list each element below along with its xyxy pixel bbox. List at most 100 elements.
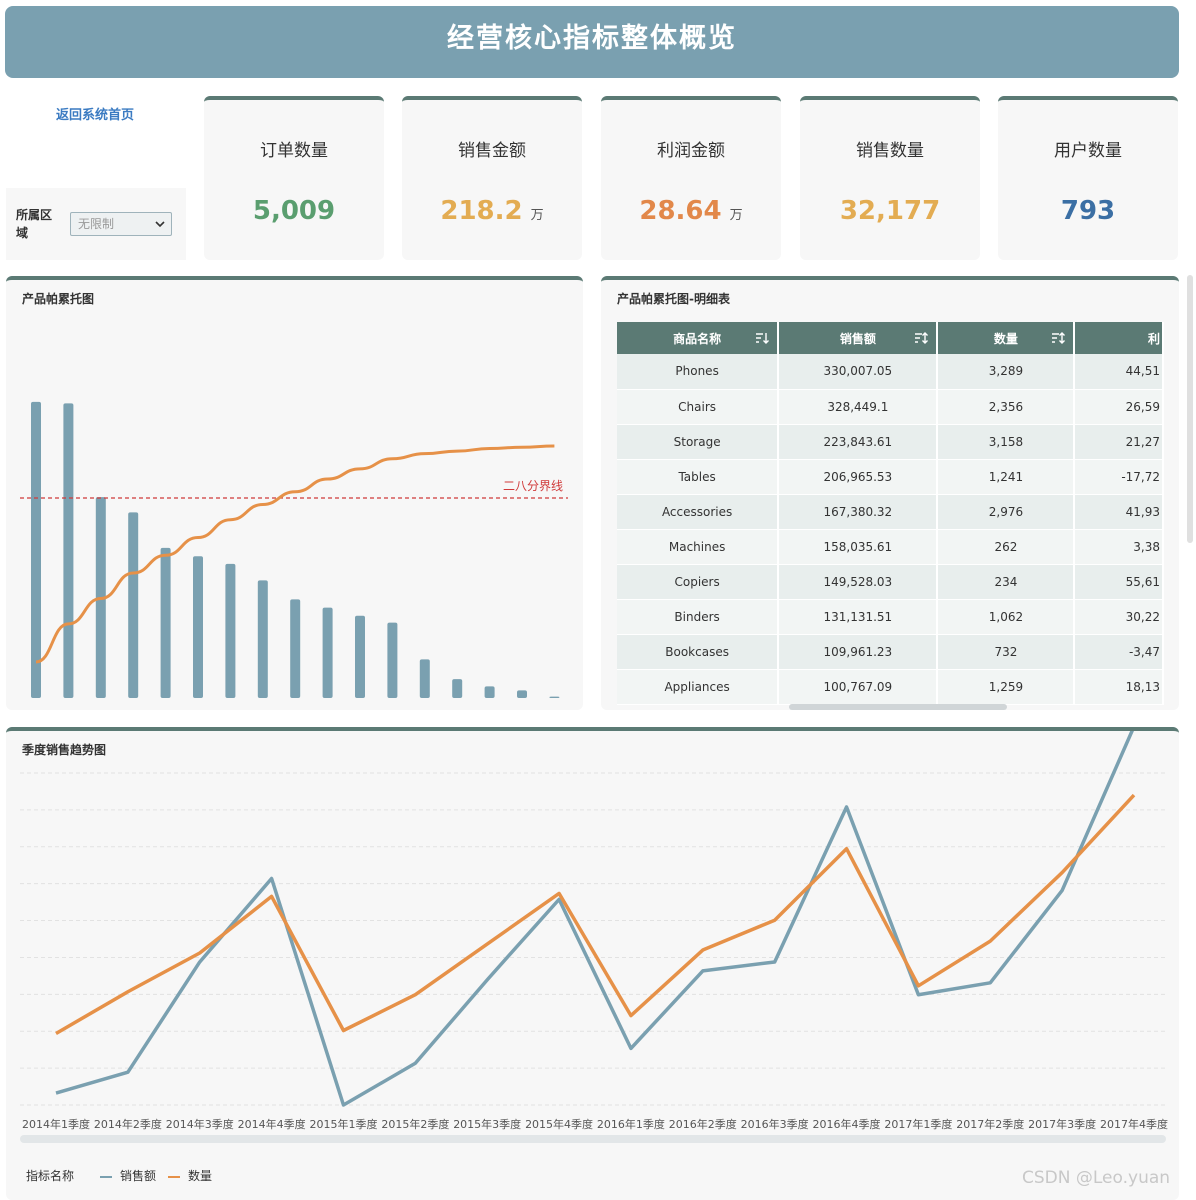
table-cell: 109,961.23 — [778, 634, 939, 670]
kpi-value: 5,009 — [252, 196, 336, 226]
table-cell: Chairs — [617, 389, 780, 425]
sort-icon[interactable] — [1051, 331, 1066, 345]
x-tick-label: 2014年4季度 — [238, 1117, 306, 1131]
table-cell: 328,449.1 — [778, 389, 939, 425]
table-cell: 100,767.09 — [778, 669, 939, 705]
legend-item-quantity[interactable]: 数量 — [168, 1167, 212, 1184]
kpi-unit: 万 — [729, 208, 743, 223]
pareto-bar[interactable] — [128, 512, 139, 698]
pareto-bar[interactable] — [322, 607, 333, 698]
table-cell: 234 — [937, 564, 1076, 600]
trend-legend: 指标名称 销售额 数量 — [26, 1167, 212, 1184]
kpi-card-sales-amount: 销售金额 218.2 万 — [402, 96, 582, 260]
region-filter: 所属区域 无限制 — [6, 188, 186, 260]
table-row[interactable]: Machines 158,035.61 262 3,38 — [617, 529, 1164, 565]
x-tick-label: 2017年2季度 — [956, 1117, 1024, 1131]
trend-panel: 季度销售趋势图 2014年1季度 2014年2季度 2014年3季度 2014年4季度… — [6, 727, 1179, 1200]
table-row[interactable]: Appliances 100,767.09 1,259 18,13 — [617, 669, 1164, 705]
pareto-bar[interactable] — [290, 599, 301, 698]
pareto-bar[interactable] — [549, 696, 560, 698]
kpi-value: 32,177 — [839, 196, 941, 226]
kpi-unit: 万 — [530, 208, 544, 223]
table-cell: Machines — [617, 529, 780, 565]
region-select[interactable]: 无限制 — [70, 212, 172, 236]
pareto-panel: 产品帕累托图 二八分界线 — [6, 276, 583, 710]
pareto-bar[interactable] — [355, 615, 365, 698]
kpi-value: 793 — [1060, 196, 1116, 226]
watermark: CSDN @Leo.yuan — [1022, 1168, 1171, 1188]
kpi-label: 用户数量 — [1054, 141, 1122, 161]
pareto-bar[interactable] — [484, 686, 495, 698]
pareto-bar[interactable] — [517, 690, 527, 698]
table-cell: 223,843.61 — [778, 424, 939, 460]
table-cell: 3,289 — [937, 354, 1076, 390]
table-row[interactable]: Binders 131,131.51 1,062 30,22 — [617, 599, 1164, 635]
table-cell: Tables — [617, 459, 780, 495]
detail-table-container[interactable]: 商品名称 销售额 数量 利 Phones 330,007.05 3,289 44,51… — [617, 322, 1164, 708]
table-row[interactable]: Storage 223,843.61 3,158 21,27 — [617, 424, 1164, 460]
home-link[interactable]: 返回系统首页 — [56, 108, 135, 123]
table-cell: Bookcases — [617, 634, 780, 670]
table-cell: 330,007.05 — [778, 354, 939, 390]
table-cell: 167,380.32 — [778, 494, 939, 530]
table-row[interactable]: Tables 206,965.53 1,241 -17,72 — [617, 459, 1164, 495]
table-cell: 262 — [937, 529, 1076, 565]
table-row[interactable]: Copiers 149,528.03 234 55,61 — [617, 564, 1164, 600]
pareto-bar[interactable] — [257, 580, 268, 698]
pareto-bar[interactable] — [387, 622, 398, 698]
chart-scrollbar[interactable] — [20, 1135, 1166, 1143]
x-tick-label: 2015年1季度 — [309, 1117, 377, 1131]
cumulative-line — [35, 444, 555, 664]
column-header-profit[interactable]: 利 — [1074, 322, 1164, 354]
pareto-bar[interactable] — [193, 556, 203, 698]
table-row[interactable]: Bookcases 109,961.23 732 -3,47 — [617, 634, 1164, 670]
kpi-label: 销售数量 — [856, 141, 924, 161]
table-row[interactable]: Accessories 167,380.32 2,976 41,93 — [617, 494, 1164, 530]
kpi-card-profit: 利润金额 28.64 万 — [601, 96, 781, 260]
pareto-bar[interactable] — [63, 403, 74, 698]
vertical-scrollbar[interactable] — [1187, 275, 1193, 543]
legend-title: 指标名称 — [26, 1169, 75, 1183]
column-header-product[interactable]: 商品名称 — [617, 322, 780, 354]
detail-panel: 产品帕累托图-明细表 商品名称 销售额 数量 利 Phones 330,007.0… — [601, 276, 1179, 710]
pareto-bar[interactable] — [452, 679, 463, 698]
table-cell: 149,528.03 — [778, 564, 939, 600]
detail-table: 商品名称 销售额 数量 利 Phones 330,007.05 3,289 44,51… — [617, 322, 1164, 705]
x-tick-label: 2017年3季度 — [1028, 1117, 1096, 1131]
kpi-label: 利润金额 — [657, 141, 725, 161]
series-line-sales[interactable] — [55, 731, 1134, 1107]
region-filter-label: 所属区域 — [16, 208, 53, 240]
sort-icon[interactable] — [755, 331, 770, 345]
table-cell: 732 — [937, 634, 1076, 670]
x-tick-label: 2015年4季度 — [525, 1117, 593, 1131]
pareto-bar[interactable] — [419, 659, 430, 698]
series-line-quantity[interactable] — [55, 793, 1136, 1035]
horizontal-scrollbar[interactable] — [789, 704, 1007, 710]
kpi-label: 订单数量 — [260, 141, 328, 161]
x-tick-label: 2016年2季度 — [669, 1117, 737, 1131]
table-cell: -17,72 — [1074, 459, 1164, 495]
table-cell: 1,062 — [937, 599, 1076, 635]
table-cell: 44,51 — [1074, 354, 1164, 390]
pareto-title: 产品帕累托图 — [22, 292, 95, 306]
table-row[interactable]: Phones 330,007.05 3,289 44,51 — [617, 354, 1164, 390]
legend-item-sales[interactable]: 销售额 — [100, 1167, 156, 1184]
threshold-label: 二八分界线 — [503, 479, 563, 493]
kpi-value: 218.2 万 — [440, 196, 544, 226]
x-tick-label: 2016年1季度 — [597, 1117, 665, 1131]
pareto-bar[interactable] — [160, 547, 171, 698]
x-tick-label: 2015年3季度 — [453, 1117, 521, 1131]
sort-icon[interactable] — [914, 331, 929, 345]
table-cell: 30,22 — [1074, 599, 1164, 635]
pareto-bar[interactable] — [225, 563, 236, 698]
pareto-bar[interactable] — [31, 401, 41, 698]
table-row[interactable]: Chairs 328,449.1 2,356 26,59 — [617, 389, 1164, 425]
table-cell: Storage — [617, 424, 780, 460]
column-header-quantity[interactable]: 数量 — [937, 322, 1076, 354]
column-header-sales[interactable]: 销售额 — [778, 322, 939, 354]
x-tick-label: 2017年4季度 — [1100, 1117, 1168, 1131]
x-tick-label: 2017年1季度 — [884, 1117, 952, 1131]
table-cell: 206,965.53 — [778, 459, 939, 495]
table-cell: 3,158 — [937, 424, 1076, 460]
detail-title: 产品帕累托图-明细表 — [617, 292, 730, 306]
